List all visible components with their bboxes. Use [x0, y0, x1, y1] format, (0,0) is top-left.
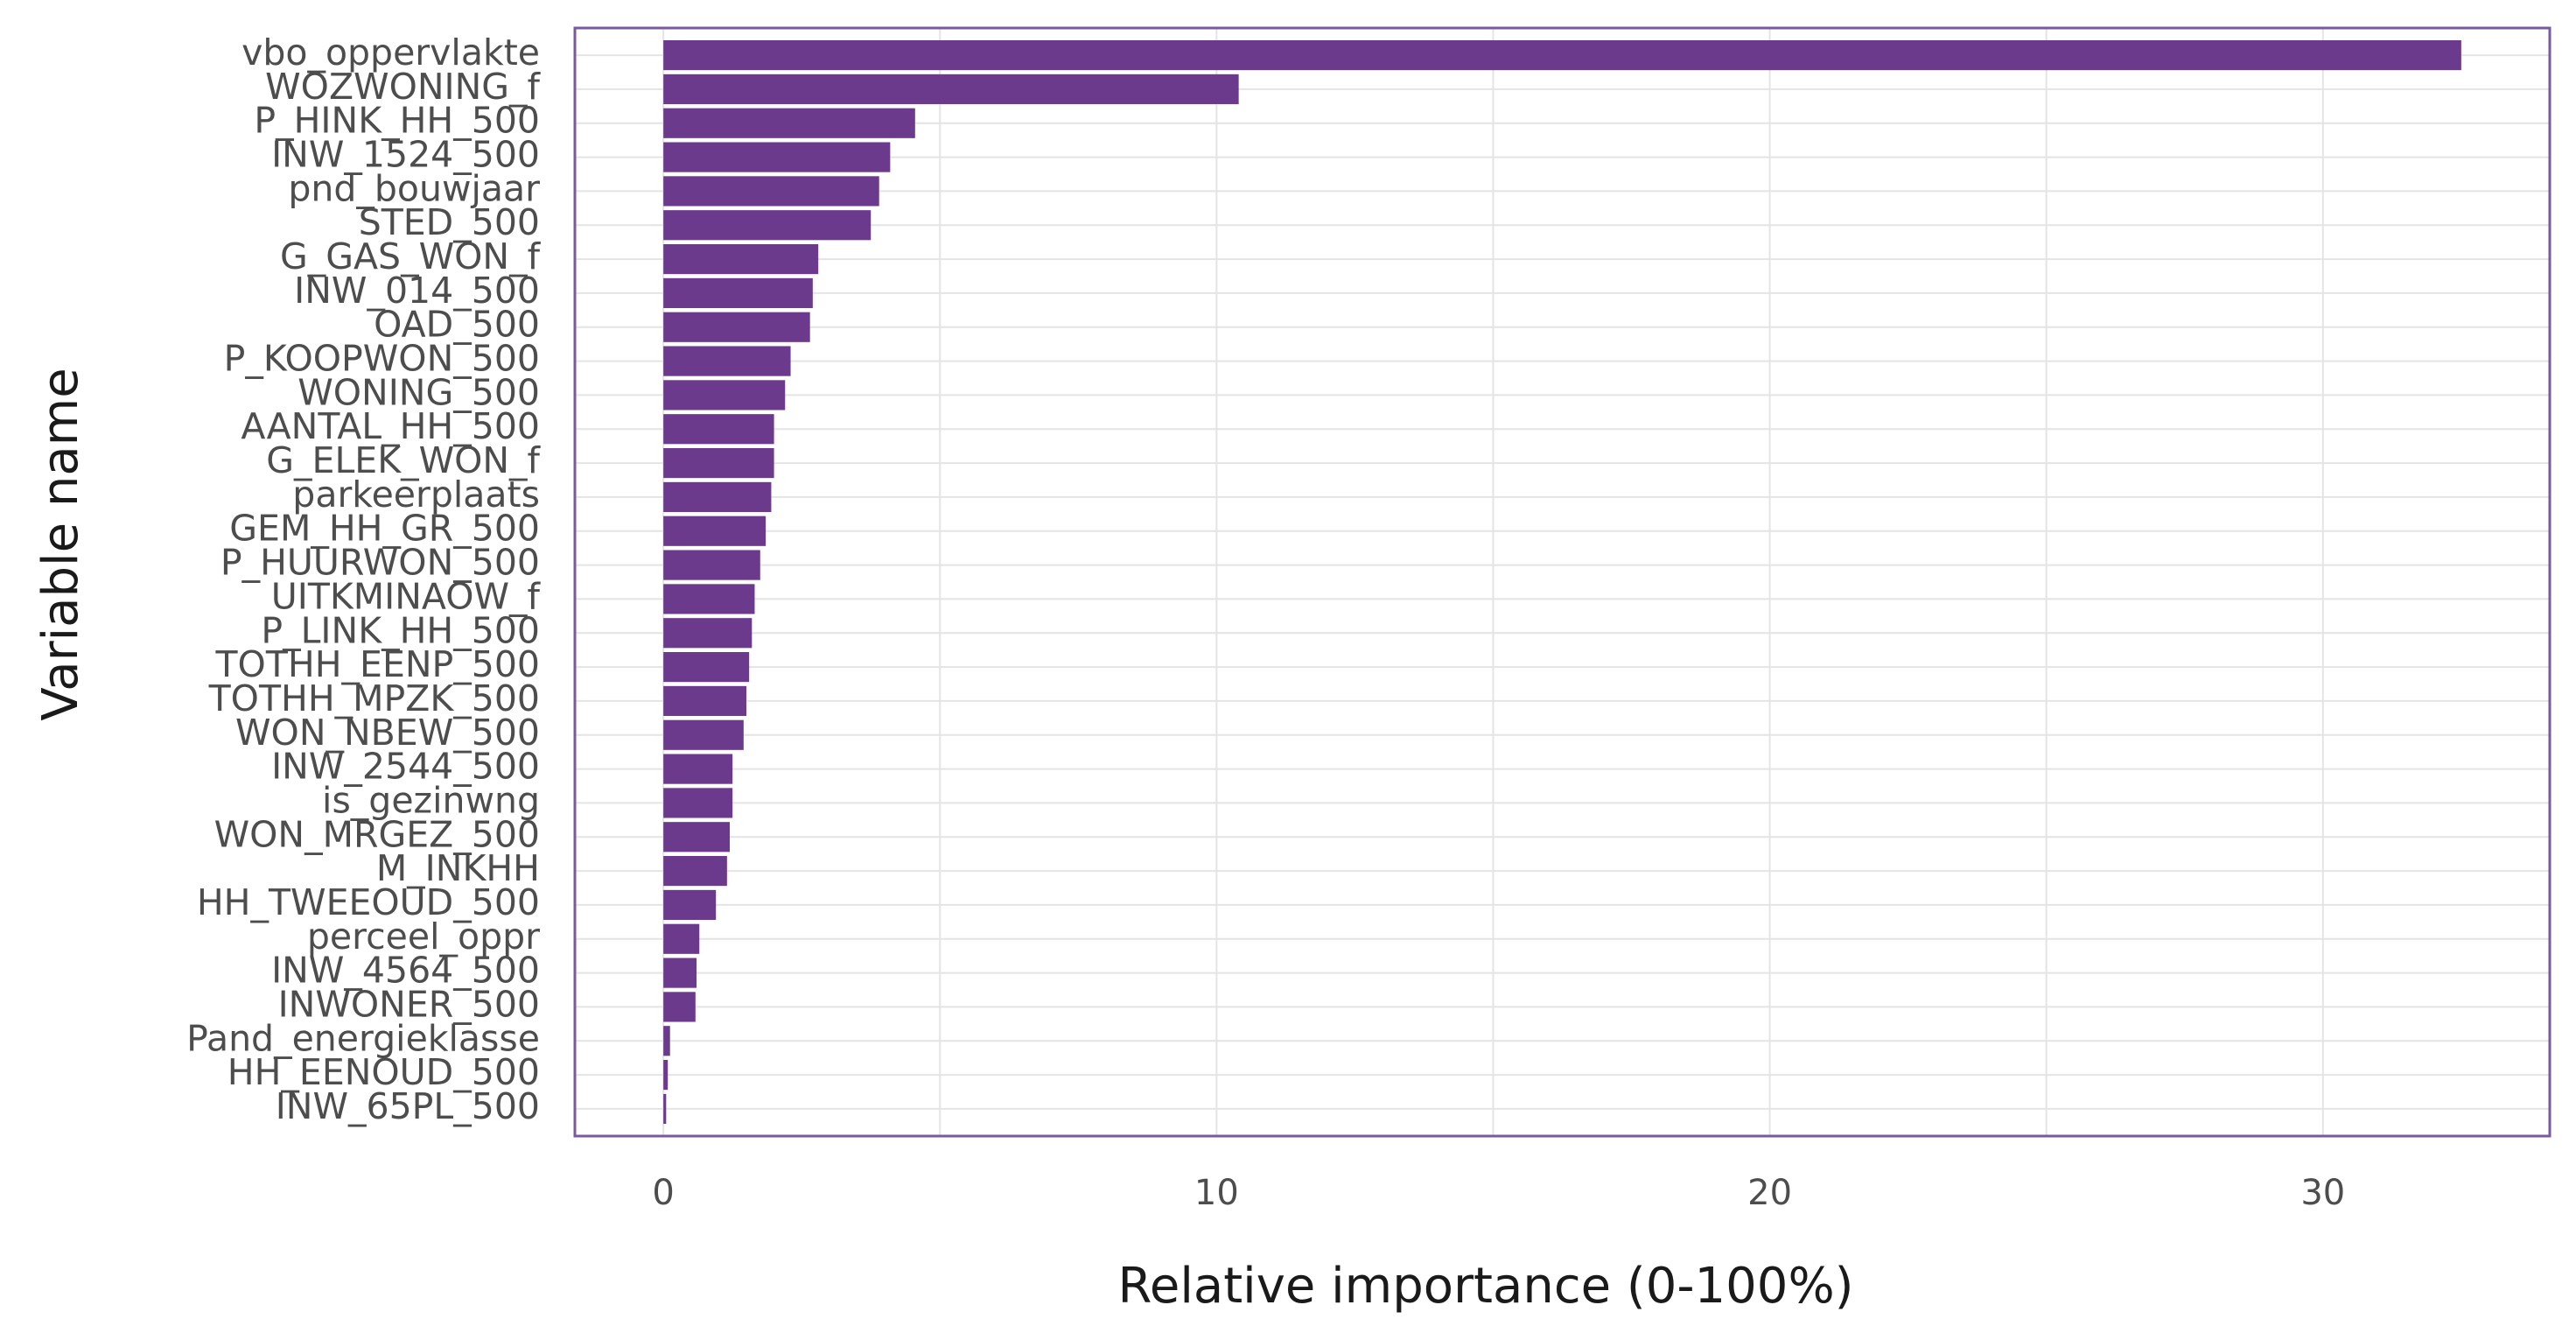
bar-OAD_500: [663, 312, 810, 342]
x-axis-title: Relative importance (0-100%): [1117, 1258, 1853, 1315]
bar-P_KOOPWON_500: [663, 346, 791, 376]
y-tick-label: P_HUURWON_500: [220, 542, 540, 584]
bar-INW_65PL_500: [663, 1093, 667, 1125]
bar-Pand_energieklasse: [663, 1026, 670, 1056]
y-tick-label: AANTAL_HH_500: [241, 405, 540, 447]
plot-frame: [573, 26, 2552, 1138]
bar-INW_1524_500: [663, 142, 891, 172]
y-tick-labels: vbo_oppervlakteWOZWONING_fP_HINK_HH_500I…: [186, 32, 542, 1127]
bar-STED_500: [663, 210, 872, 241]
bar-perceel_oppr: [663, 923, 700, 954]
bar-G_GAS_WON_f: [663, 243, 819, 275]
y-tick-label: HH_TWEEOUD_500: [197, 881, 540, 923]
y-axis-title: Variable name: [32, 368, 89, 720]
bar-HH_EENOUD_500: [663, 1060, 668, 1091]
x-tick-label: 30: [2300, 1173, 2345, 1213]
y-tick-label: M_INKHH: [376, 847, 540, 889]
x-tick-label: 10: [1194, 1173, 1239, 1213]
y-tick-label: INW_65PL_500: [276, 1085, 540, 1127]
y-tick-label: INW_4564_500: [271, 950, 540, 992]
y-tick-label: TOTHH_MPZK_500: [208, 677, 540, 719]
y-tick-label: WONING_500: [298, 371, 540, 413]
y-tick-label: INW_2544_500: [271, 746, 540, 788]
bar-P_HINK_HH_500: [663, 108, 915, 138]
y-tick-label: G_GAS_WON_f: [280, 235, 542, 277]
bar-UITKMINAOW_f: [663, 584, 755, 614]
y-tick-label: GEM_HH_GR_500: [229, 508, 540, 550]
bar-is_gezinwng: [663, 788, 733, 818]
y-tick-label: P_HINK_HH_500: [254, 100, 540, 142]
bar-INW_014_500: [663, 277, 813, 308]
gridlines: [575, 28, 2550, 1136]
bar-M_INKHH: [663, 856, 727, 887]
bar-INW_4564_500: [663, 958, 697, 988]
y-tick-label: is_gezinwng: [322, 779, 540, 821]
y-tick-label: INW_1524_500: [271, 134, 540, 176]
bar-AANTAL_HH_500: [663, 414, 774, 445]
y-tick-label: Pand_energieklasse: [186, 1017, 540, 1059]
y-tick-label: TOTHH_EENP_500: [215, 643, 540, 685]
y-tick-label: P_LINK_HH_500: [261, 609, 540, 651]
y-tick-label: WON_NBEW_500: [235, 712, 540, 754]
bar-WON_NBEW_500: [663, 719, 744, 750]
y-tick-label: pnd_bouwjaar: [288, 167, 540, 209]
y-tick-label: UITKMINAOW_f: [271, 575, 542, 617]
bar-G_ELEK_WON_f: [663, 447, 774, 479]
bar-INWONER_500: [663, 992, 696, 1022]
y-tick-label: G_ELEK_WON_f: [266, 439, 541, 481]
x-tick-label: 0: [652, 1173, 674, 1213]
bar-vbo_oppervlakte: [663, 39, 2461, 71]
y-tick-label: WON_MRGEZ_500: [214, 813, 540, 855]
bar-parkeerplaats: [663, 481, 772, 513]
y-tick-label: STED_500: [359, 201, 540, 243]
bar-pnd_bouwjaar: [663, 176, 879, 207]
y-tick-label: WOZWONING_f: [265, 66, 541, 108]
bar-TOTHH_MPZK_500: [663, 685, 746, 717]
y-tick-label: vbo_oppervlakte: [242, 32, 540, 74]
bars: [663, 39, 2461, 1125]
bar-HH_TWEEOUD_500: [663, 889, 717, 921]
y-tick-label: parkeerplaats: [292, 474, 540, 516]
y-tick-label: HH_EENOUD_500: [228, 1051, 540, 1093]
bar-TOTHH_EENP_500: [663, 651, 750, 683]
x-tick-label: 20: [1747, 1173, 1792, 1213]
bar-P_HUURWON_500: [663, 550, 760, 580]
y-tick-label: P_KOOPWON_500: [224, 338, 540, 380]
y-tick-label: OAD_500: [374, 304, 540, 346]
y-tick-label: INW_014_500: [294, 270, 540, 312]
y-tick-label: perceel_oppr: [307, 916, 540, 958]
bar-WONING_500: [663, 380, 786, 410]
x-tick-labels: 0 10 20 30: [652, 1173, 2345, 1213]
bar-INW_2544_500: [663, 754, 733, 784]
bar-P_LINK_HH_500: [663, 618, 752, 649]
y-tick-label: INWONER_500: [278, 983, 540, 1025]
bar-WON_MRGEZ_500: [663, 822, 731, 852]
bar-WOZWONING_f: [663, 74, 1239, 104]
bar-GEM_HH_GR_500: [663, 516, 766, 546]
